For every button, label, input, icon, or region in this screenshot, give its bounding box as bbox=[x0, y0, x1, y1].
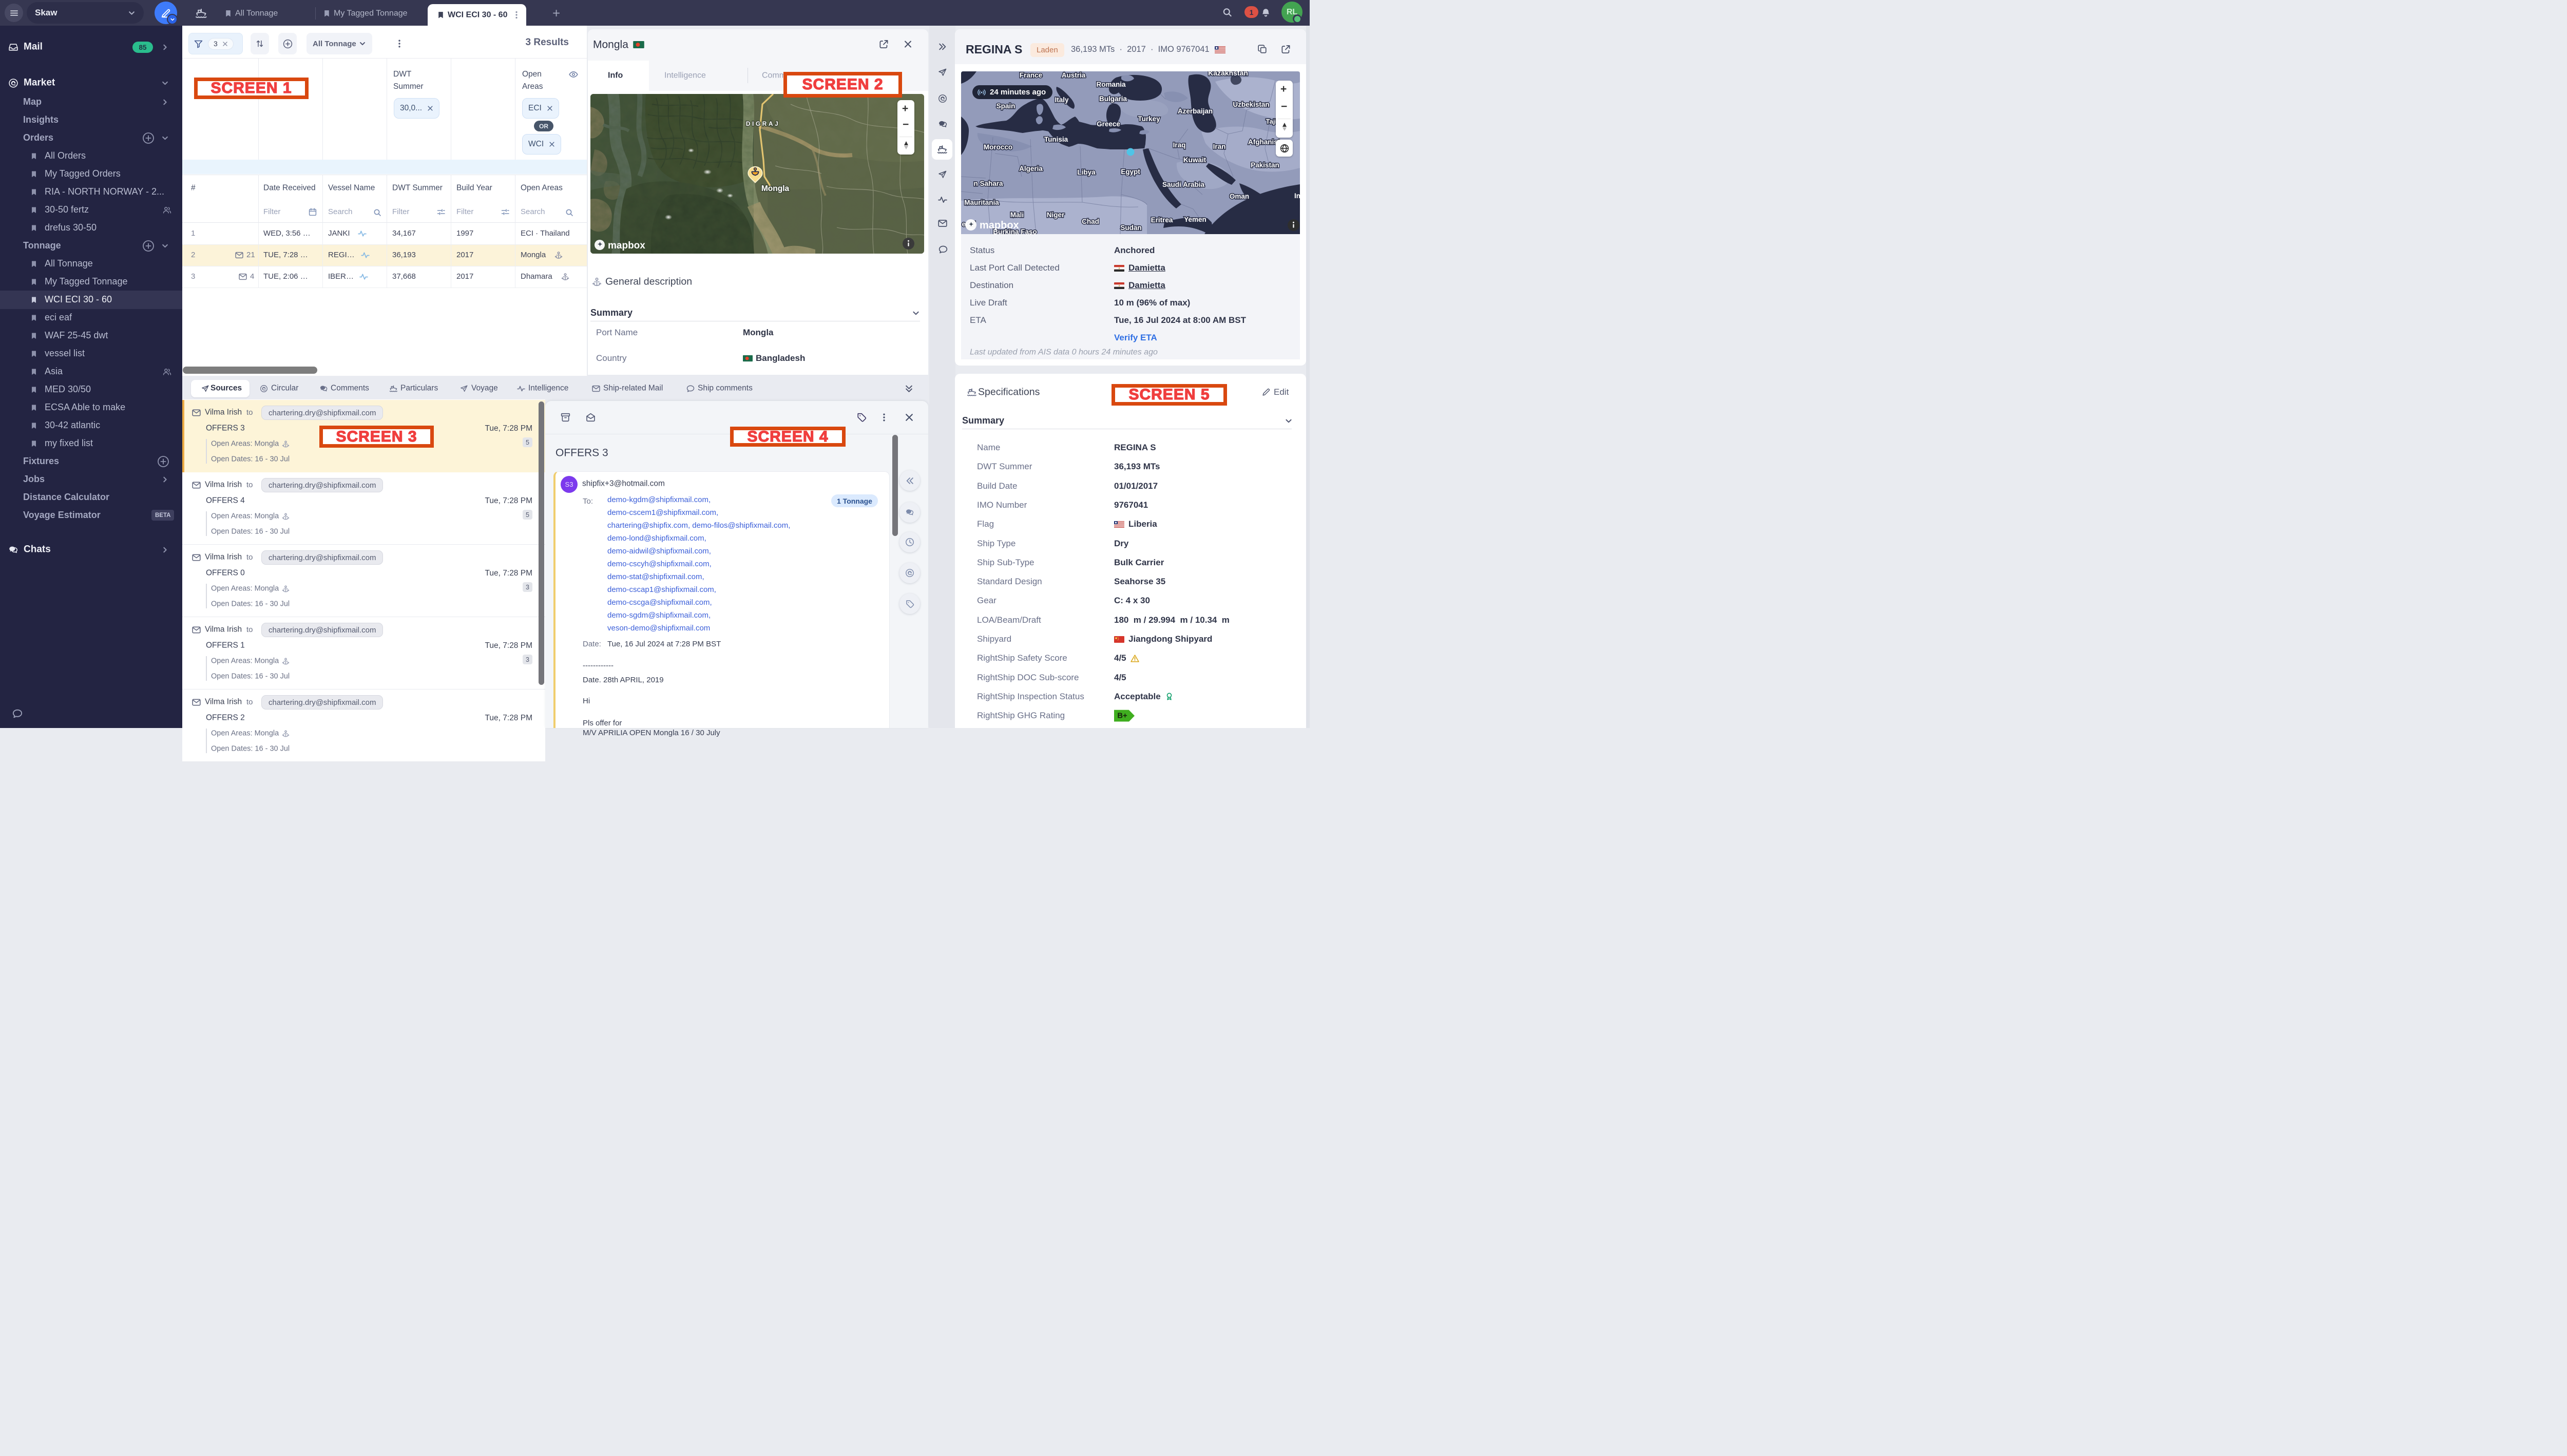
svg-text:France: France bbox=[1020, 71, 1043, 79]
svg-text:Iraq: Iraq bbox=[1173, 141, 1186, 149]
svg-text:Sudan: Sudan bbox=[1120, 224, 1141, 232]
svg-text:Italy: Italy bbox=[1055, 96, 1069, 104]
svg-text:Tunisia: Tunisia bbox=[1044, 136, 1068, 143]
svg-text:Niger: Niger bbox=[1047, 211, 1065, 219]
svg-text:Burkina Faso: Burkina Faso bbox=[993, 228, 1037, 234]
svg-text:Bulgaria: Bulgaria bbox=[1099, 95, 1127, 103]
svg-text:Austria: Austria bbox=[1062, 71, 1086, 79]
svg-text:Greece: Greece bbox=[1097, 120, 1120, 128]
svg-text:Saudi Arabia: Saudi Arabia bbox=[1162, 181, 1205, 188]
svg-text:Spain: Spain bbox=[997, 102, 1016, 110]
svg-text:Eritrea: Eritrea bbox=[1151, 216, 1173, 224]
svg-text:Romania: Romania bbox=[1096, 81, 1126, 88]
svg-text:Morocco: Morocco bbox=[984, 143, 1012, 151]
svg-text:Turkey: Turkey bbox=[1138, 115, 1160, 123]
svg-text:mapbox: mapbox bbox=[980, 220, 1019, 231]
svg-text:Kuwait: Kuwait bbox=[1183, 156, 1206, 164]
svg-text:Libya: Libya bbox=[1077, 168, 1096, 176]
svg-text:Oman: Oman bbox=[1230, 193, 1249, 200]
svg-text:Egypt: Egypt bbox=[1121, 168, 1140, 176]
svg-text:DIGRAJ: DIGRAJ bbox=[746, 120, 780, 127]
svg-text:Chad: Chad bbox=[1082, 218, 1099, 225]
svg-text:Iran: Iran bbox=[1213, 143, 1226, 150]
svg-text:Pakistan: Pakistan bbox=[1251, 161, 1279, 169]
svg-text:mapbox: mapbox bbox=[608, 240, 645, 251]
svg-text:In: In bbox=[1294, 192, 1300, 200]
svg-text:Mongla: Mongla bbox=[761, 184, 790, 193]
svg-text:Uzbekistan: Uzbekistan bbox=[1233, 101, 1269, 108]
svg-text:Mauritania: Mauritania bbox=[964, 199, 999, 206]
svg-text:Yemen: Yemen bbox=[1184, 216, 1206, 223]
svg-text:Mali: Mali bbox=[1010, 211, 1024, 219]
svg-text:Kazakhstan: Kazakhstan bbox=[1208, 71, 1248, 77]
svg-text:n Sahara: n Sahara bbox=[973, 180, 1003, 187]
svg-text:Azerbaijan: Azerbaijan bbox=[1178, 107, 1213, 115]
svg-text:Algeria: Algeria bbox=[1019, 165, 1043, 173]
